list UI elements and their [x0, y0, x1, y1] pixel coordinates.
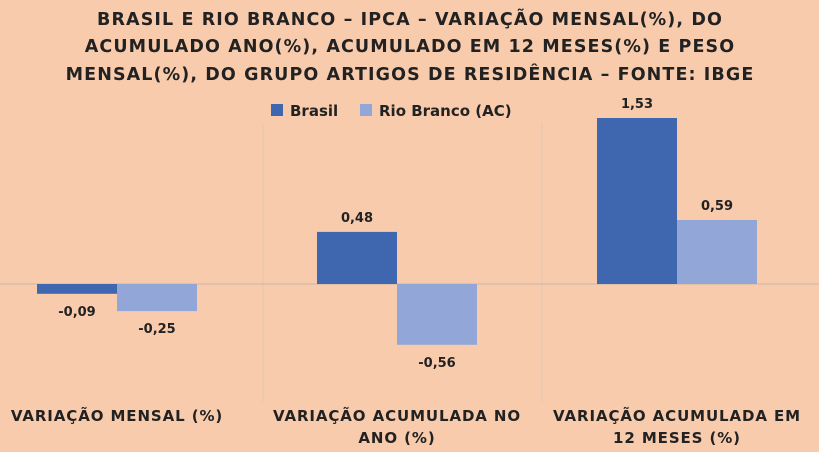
chart-title-line-3: MENSAL(%), DO GRUPO ARTIGOS DE RESIDÊNCI…: [66, 63, 755, 85]
bar-brasil-category-2: [317, 231, 397, 284]
chart-title: BRASIL E RIO BRANCO – IPCA – VARIAÇÃO ME…: [66, 7, 755, 85]
category-label-3: VARIAÇÃO ACUMULADA EM 12 MESES (%): [553, 406, 801, 447]
data-label-brasil-category-3: 1,53: [621, 97, 653, 112]
chart-title-line-1: BRASIL E RIO BRANCO – IPCA – VARIAÇÃO ME…: [97, 7, 723, 30]
category-label-3-line-2: 12 MESES (%): [613, 429, 741, 447]
bar-rio-branco-category-3: [677, 220, 757, 284]
category-label-2-line-2: ANO (%): [358, 429, 435, 447]
legend-swatch-rio-branco: [360, 104, 372, 116]
legend-swatch-brasil: [271, 104, 283, 116]
data-labels-layer: -0,09 0,48 1,53 -0,25 -0,56 0,59: [58, 97, 733, 371]
chart-legend: Brasil Rio Branco (AC): [271, 102, 512, 120]
data-label-rio-branco-category-1: -0,25: [138, 322, 175, 337]
legend-label-rio-branco: Rio Branco (AC): [379, 102, 512, 120]
bar-rio-branco-category-2: [397, 284, 477, 345]
bars-layer: [37, 118, 757, 345]
data-label-brasil-category-2: 0,48: [341, 211, 373, 226]
category-separators: [262, 123, 543, 402]
category-label-2: VARIAÇÃO ACUMULADA NO ANO (%): [273, 406, 521, 447]
bar-brasil-category-1: [37, 284, 117, 294]
category-label-1-line-1: VARIAÇÃO MENSAL (%): [11, 406, 223, 425]
category-label-2-line-1: VARIAÇÃO ACUMULADA NO: [273, 406, 521, 425]
category-label-1: VARIAÇÃO MENSAL (%): [11, 406, 223, 425]
data-label-rio-branco-category-2: -0,56: [418, 356, 455, 371]
category-labels-layer: VARIAÇÃO MENSAL (%) VARIAÇÃO ACUMULADA NO…: [11, 406, 801, 447]
bar-rio-branco-category-1: [117, 284, 197, 312]
data-label-brasil-category-1: -0,09: [58, 305, 95, 320]
category-label-3-line-1: VARIAÇÃO ACUMULADA EM: [553, 406, 801, 425]
data-label-rio-branco-category-3: 0,59: [701, 199, 733, 214]
plot-area: -0,09 0,48 1,53 -0,25 -0,56 0,59 VARIAÇÃO MEN…: [11, 97, 801, 447]
chart-title-line-2: ACUMULADO ANO(%), ACUMULADO EM 12 MESES(…: [85, 37, 735, 57]
legend-label-brasil: Brasil: [290, 102, 338, 120]
bar-brasil-category-3: [597, 118, 677, 284]
